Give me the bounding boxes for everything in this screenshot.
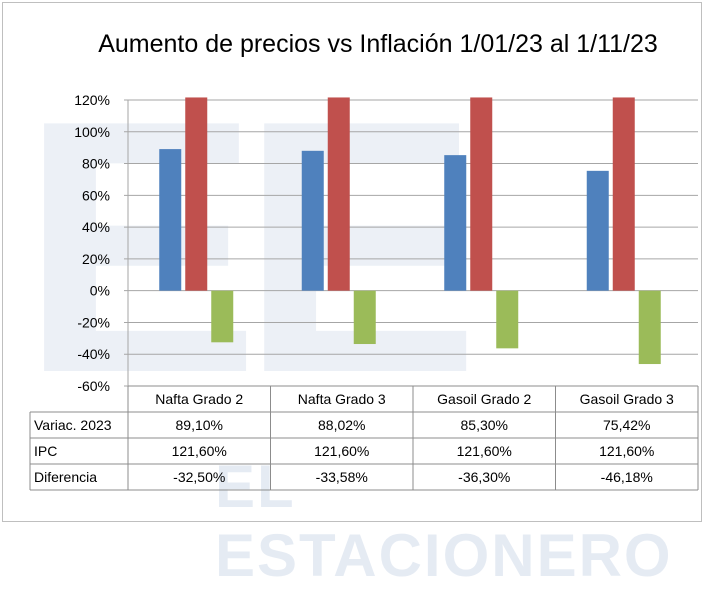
- chart-frame: [2, 2, 702, 522]
- data-label: -36,30%: [458, 469, 510, 485]
- y-tick-label: -40%: [77, 346, 110, 362]
- bar-chart: -60% -40% -20% 0% 20% 40% 60% 80% 100% 120% Nafta…: [29, 92, 699, 491]
- y-tick-label: 100%: [74, 124, 110, 140]
- category-label: Gasoil Grado 3: [580, 391, 674, 407]
- bars: [159, 97, 661, 365]
- y-axis: -60% -40% -20% 0% 20% 40% 60% 80% 100% 120%: [74, 92, 129, 394]
- chart-title: Aumento de precios vs Inflación 1/01/23 …: [98, 30, 658, 58]
- bar: [301, 150, 324, 291]
- bar: [470, 97, 493, 291]
- category-label: Nafta Grado 2: [155, 391, 243, 407]
- bar: [612, 97, 635, 291]
- y-tick-label: -20%: [77, 314, 110, 330]
- bar: [185, 97, 208, 291]
- data-label: 121,60%: [314, 443, 369, 459]
- bar: [353, 290, 376, 345]
- bar: [586, 170, 609, 291]
- data-label: -46,18%: [601, 469, 653, 485]
- data-label: 121,60%: [172, 443, 227, 459]
- bar: [496, 290, 519, 349]
- series-name: Variac. 2023: [34, 417, 112, 433]
- data-label: 121,60%: [457, 443, 512, 459]
- y-tick-label: 20%: [82, 251, 110, 267]
- data-label: -33,58%: [316, 469, 368, 485]
- data-label: 121,60%: [599, 443, 654, 459]
- bar: [327, 97, 350, 291]
- gridlines: [124, 99, 698, 387]
- bar: [444, 155, 467, 291]
- data-label: 89,10%: [176, 417, 223, 433]
- series-name: IPC: [34, 443, 57, 459]
- data-table: Nafta Grado 2 Nafta Grado 3 Gasoil Grado 2…: [29, 385, 699, 491]
- y-tick-label: 80%: [82, 156, 110, 172]
- y-tick-label: -60%: [77, 378, 110, 394]
- y-tick-label: 60%: [82, 187, 110, 203]
- series-name: Diferencia: [34, 469, 97, 485]
- category-label: Gasoil Grado 2: [437, 391, 531, 407]
- data-label: -32,50%: [173, 469, 225, 485]
- data-label: 85,30%: [461, 417, 508, 433]
- data-label: 88,02%: [318, 417, 365, 433]
- category-label: Nafta Grado 3: [298, 391, 386, 407]
- bar: [211, 290, 234, 343]
- y-tick-label: 0%: [90, 283, 110, 299]
- data-label: 75,42%: [603, 417, 650, 433]
- bar: [159, 149, 182, 291]
- y-tick-label: 120%: [74, 92, 110, 108]
- y-tick-label: 40%: [82, 219, 110, 235]
- bar: [638, 290, 661, 365]
- watermark-logo: EE: [20, 46, 480, 448]
